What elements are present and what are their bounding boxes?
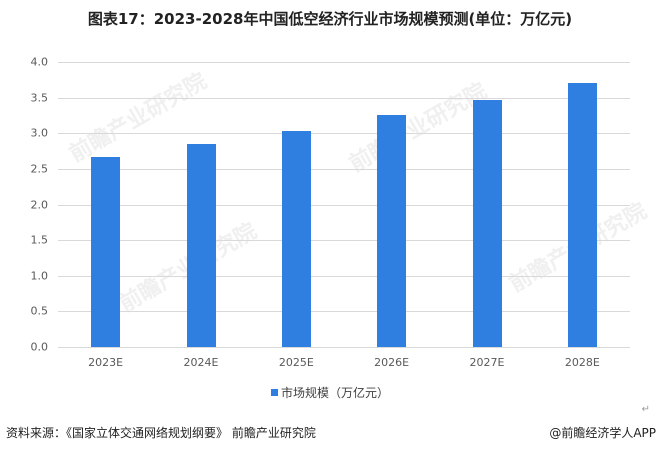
source-note: 资料来源：《国家立体交通网络规划纲要》 前瞻产业研究院 [6, 426, 316, 440]
x-tick-label: 2027E [469, 356, 505, 369]
legend: 市场规模（万亿元） [0, 384, 660, 401]
credit-note: @前瞻经济学人APP [549, 426, 656, 440]
plot-area [58, 62, 630, 348]
y-tick-label: 1.5 [30, 233, 49, 247]
chart-title: 图表17：2023-2028年中国低空经济行业市场规模预测(单位：万亿元) [87, 10, 573, 28]
y-tick-label: 2.5 [30, 162, 49, 176]
gridline [58, 62, 630, 63]
y-tick-label: 1.0 [30, 269, 49, 283]
x-tick-label: 2028E [564, 356, 600, 369]
y-tick-label: 3.0 [30, 126, 49, 140]
bar-2027E [472, 99, 502, 347]
gridline [58, 97, 630, 99]
y-tick-label: 0.0 [30, 340, 49, 354]
bar-2024E [186, 143, 216, 347]
y-tick-label: 3.5 [30, 91, 49, 105]
bar-2025E [281, 131, 311, 347]
gridline [58, 311, 630, 313]
return-mark: ↵ [641, 404, 650, 415]
x-tick-label: 2026E [374, 356, 410, 369]
bar-2023E [91, 156, 121, 347]
y-tick-label: 2.0 [30, 198, 49, 211]
x-tick-label: 2025E [278, 356, 314, 369]
gridline [58, 347, 630, 348]
x-tick-label: 2023E [88, 356, 124, 369]
legend-label: 市场规模（万亿元） [280, 386, 389, 400]
gridline [58, 240, 630, 242]
bar-2028E [567, 82, 597, 347]
gridline [58, 168, 630, 170]
gridline [58, 133, 630, 135]
legend-swatch [270, 389, 278, 396]
gridline [58, 204, 630, 206]
y-tick-label: 0.5 [30, 304, 49, 318]
y-tick-label: 4.0 [30, 55, 49, 69]
gridline [58, 275, 630, 277]
x-tick-label: 2024E [183, 356, 219, 369]
bar-2026E [377, 114, 407, 347]
